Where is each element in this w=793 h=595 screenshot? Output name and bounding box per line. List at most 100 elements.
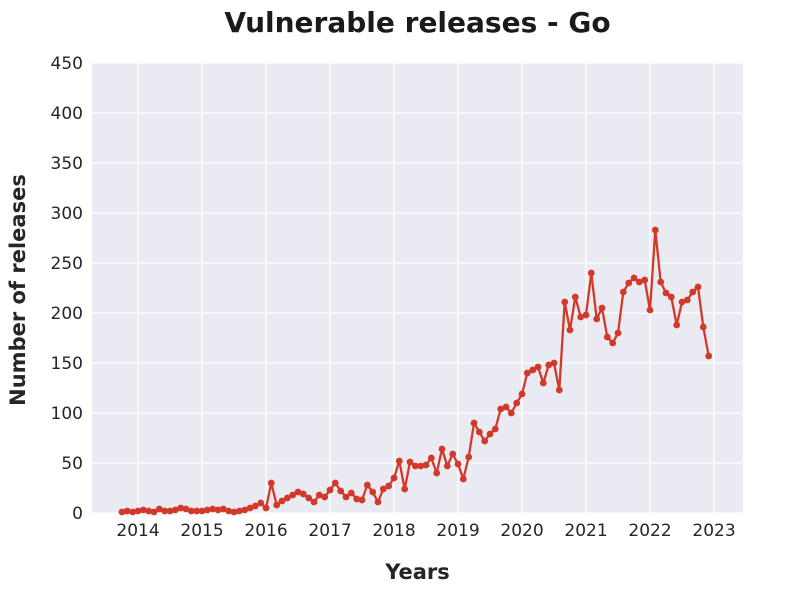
data-point (427, 454, 435, 462)
chart-title: Vulnerable releases - Go (224, 6, 611, 39)
y-tick-label: 100 (51, 404, 83, 424)
data-point (502, 403, 510, 411)
data-point (278, 497, 286, 505)
data-point (539, 379, 547, 387)
data-point (209, 505, 217, 513)
y-tick-label: 450 (51, 54, 83, 74)
data-point (219, 505, 227, 513)
data-point (454, 460, 462, 468)
x-tick-label: 2019 (436, 521, 479, 541)
data-point (374, 498, 382, 506)
data-point (699, 323, 707, 331)
data-point (433, 469, 441, 477)
data-point (198, 507, 206, 515)
plot-area (92, 63, 743, 513)
data-point (251, 502, 259, 510)
data-point (523, 369, 531, 377)
data-point (657, 278, 665, 286)
data-point (534, 363, 542, 371)
data-point (438, 445, 446, 453)
data-point (262, 504, 270, 512)
data-point (305, 494, 313, 502)
data-point (390, 474, 398, 482)
y-tick-label: 400 (51, 104, 83, 124)
data-point (587, 269, 595, 277)
data-point (193, 507, 201, 515)
y-tick-label: 0 (72, 504, 83, 524)
data-point (321, 493, 329, 501)
data-point (555, 386, 563, 394)
data-point (417, 462, 425, 470)
data-point (379, 485, 387, 493)
data-point (646, 306, 654, 314)
data-point (315, 491, 323, 499)
data-point (422, 461, 430, 469)
y-tick-label: 150 (51, 354, 83, 374)
data-point (459, 475, 467, 483)
x-tick-label: 2016 (244, 521, 287, 541)
data-point (603, 333, 611, 341)
data-point (353, 495, 361, 503)
data-point (331, 479, 339, 487)
data-point (337, 487, 345, 495)
data-point (529, 366, 537, 374)
x-tick-label: 2018 (372, 521, 415, 541)
y-tick-label: 250 (51, 254, 83, 274)
data-point (401, 485, 409, 493)
y-tick-label: 200 (51, 304, 83, 324)
data-point (486, 430, 494, 438)
data-point (561, 298, 569, 306)
data-point (395, 457, 403, 465)
data-point (577, 313, 585, 321)
data-point (161, 507, 169, 515)
data-point (123, 507, 131, 515)
data-point (662, 289, 670, 297)
data-point (513, 399, 521, 407)
data-point (598, 304, 606, 312)
data-point (470, 419, 478, 427)
x-tick-label: 2022 (628, 521, 671, 541)
data-point (267, 479, 275, 487)
x-tick-label: 2021 (564, 521, 607, 541)
data-point (358, 496, 366, 504)
data-point (241, 506, 249, 514)
y-tick-label: 350 (51, 154, 83, 174)
data-point (134, 507, 142, 515)
data-point (177, 504, 185, 512)
data-point (582, 311, 590, 319)
data-point (609, 339, 617, 347)
data-point (475, 428, 483, 436)
y-tick-label: 50 (61, 454, 83, 474)
x-tick-label: 2023 (692, 521, 735, 541)
data-point (294, 488, 302, 496)
data-point (273, 501, 281, 509)
x-axis-label: Years (385, 560, 450, 584)
data-point (689, 288, 697, 296)
data-point (326, 486, 334, 494)
data-point (694, 283, 702, 291)
data-point (641, 276, 649, 284)
y-axis-label: Number of releases (6, 174, 30, 406)
data-point (651, 226, 659, 234)
x-tick-label: 2020 (500, 521, 543, 541)
data-point (635, 278, 643, 286)
data-point (129, 508, 137, 516)
x-tick-label: 2015 (180, 521, 223, 541)
data-point (182, 505, 190, 513)
data-point (518, 390, 526, 398)
data-point (705, 352, 713, 360)
data-point (246, 504, 254, 512)
data-point (550, 359, 558, 367)
data-point (449, 450, 457, 458)
data-point (678, 298, 686, 306)
data-point (171, 506, 179, 514)
data-point (118, 508, 126, 516)
y-tick-label: 300 (51, 204, 83, 224)
data-point (507, 409, 515, 417)
data-point (230, 508, 238, 516)
data-point (214, 506, 222, 514)
data-point (139, 506, 147, 514)
data-point (166, 507, 174, 515)
